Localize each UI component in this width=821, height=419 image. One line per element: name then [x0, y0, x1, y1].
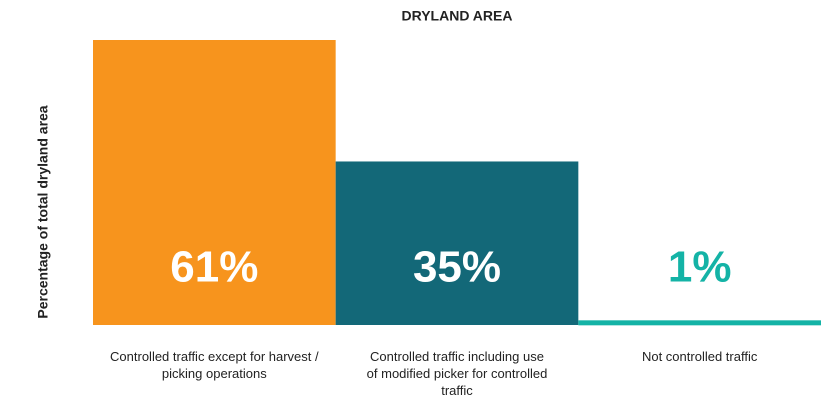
y-axis-label: Percentage of total dryland area	[35, 105, 51, 318]
x-tick-label: Controlled traffic including use of modi…	[366, 349, 548, 398]
x-tick-label: Not controlled traffic	[641, 349, 758, 364]
bar	[93, 40, 336, 325]
bar	[335, 161, 579, 325]
value-label: 1%	[668, 243, 732, 292]
value-label: 35%	[413, 243, 501, 292]
value-label: 61%	[170, 243, 258, 292]
chart-title: DRYLAND AREA	[402, 8, 513, 24]
x-tick-label: Controlled traffic except for harvest / …	[110, 349, 319, 381]
bar	[578, 320, 821, 326]
